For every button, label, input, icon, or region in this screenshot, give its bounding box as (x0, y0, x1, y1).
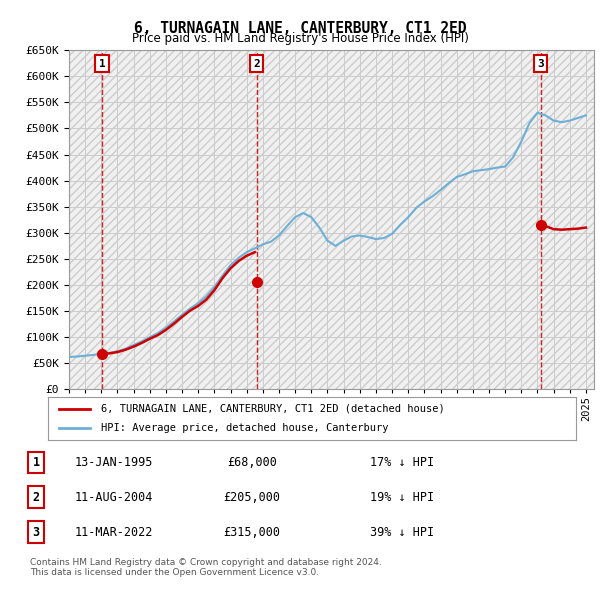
Text: Contains HM Land Registry data © Crown copyright and database right 2024.
This d: Contains HM Land Registry data © Crown c… (30, 558, 382, 577)
Text: 2: 2 (32, 490, 40, 504)
Text: 17% ↓ HPI: 17% ↓ HPI (370, 455, 434, 468)
Text: HPI: Average price, detached house, Canterbury: HPI: Average price, detached house, Cant… (101, 422, 388, 432)
Text: 11-MAR-2022: 11-MAR-2022 (75, 526, 153, 539)
Text: Price paid vs. HM Land Registry's House Price Index (HPI): Price paid vs. HM Land Registry's House … (131, 32, 469, 45)
Text: 6, TURNAGAIN LANE, CANTERBURY, CT1 2ED (detached house): 6, TURNAGAIN LANE, CANTERBURY, CT1 2ED (… (101, 404, 445, 414)
Text: £205,000: £205,000 (223, 490, 281, 504)
Text: 6, TURNAGAIN LANE, CANTERBURY, CT1 2ED: 6, TURNAGAIN LANE, CANTERBURY, CT1 2ED (134, 21, 466, 35)
Text: 13-JAN-1995: 13-JAN-1995 (75, 455, 153, 468)
Text: 1: 1 (98, 59, 106, 68)
Text: 2: 2 (253, 59, 260, 68)
Text: 1: 1 (32, 455, 40, 468)
Text: £68,000: £68,000 (227, 455, 277, 468)
Text: £315,000: £315,000 (223, 526, 281, 539)
Text: 3: 3 (32, 526, 40, 539)
Text: 39% ↓ HPI: 39% ↓ HPI (370, 526, 434, 539)
Text: 19% ↓ HPI: 19% ↓ HPI (370, 490, 434, 504)
Text: 3: 3 (537, 59, 544, 68)
Text: 11-AUG-2004: 11-AUG-2004 (75, 490, 153, 504)
